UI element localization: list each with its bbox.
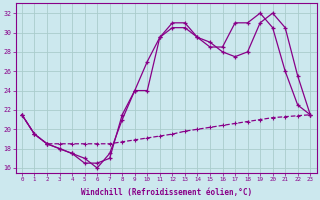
X-axis label: Windchill (Refroidissement éolien,°C): Windchill (Refroidissement éolien,°C) (81, 188, 252, 197)
